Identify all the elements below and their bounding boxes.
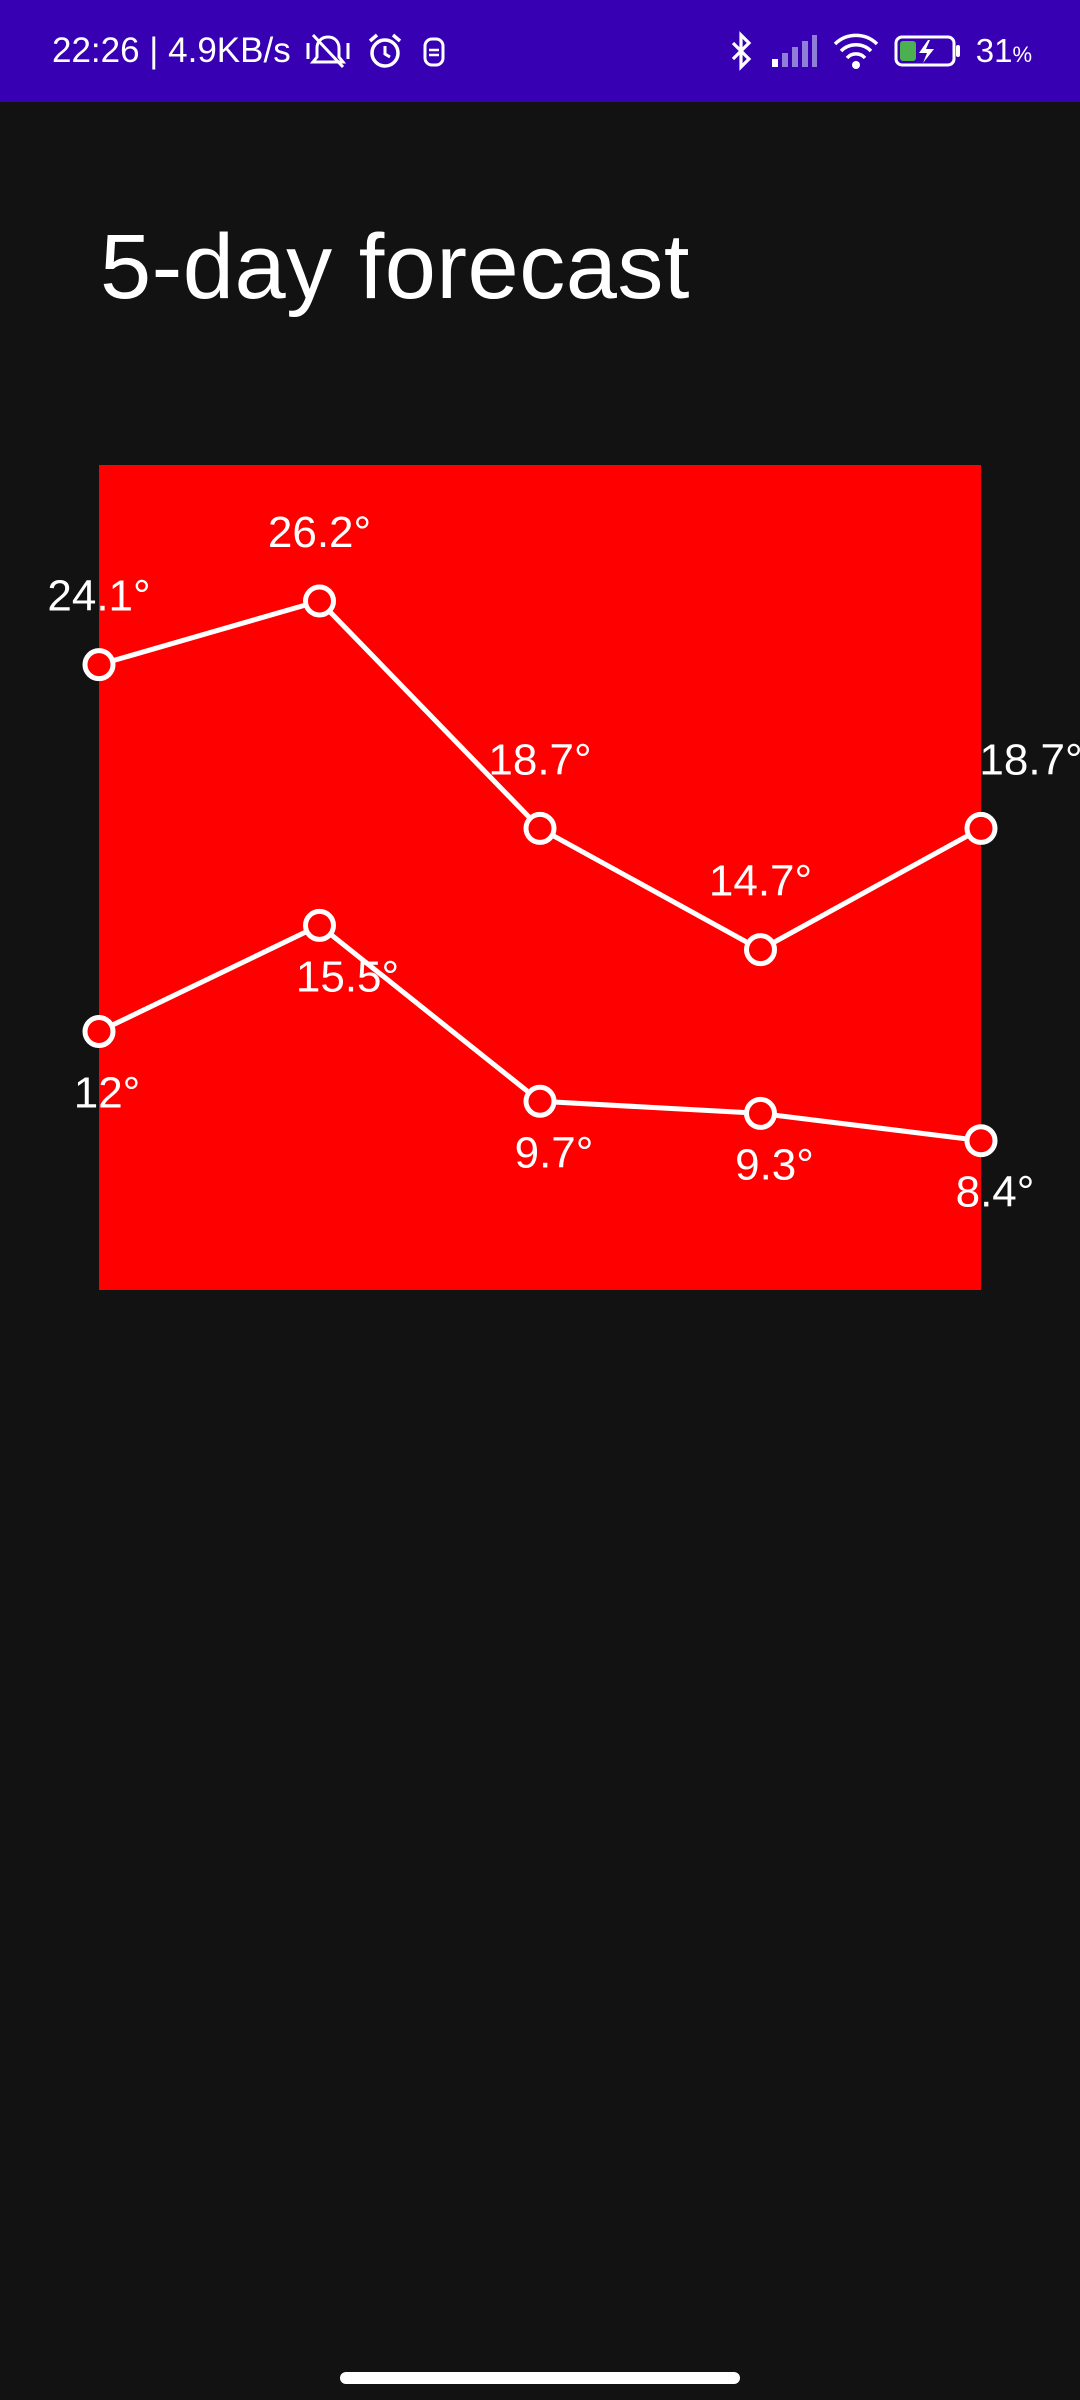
series-2-data-label-5: 8.4° xyxy=(956,1168,1035,1217)
alarm-icon xyxy=(365,31,405,71)
series-2-point-5 xyxy=(964,1124,998,1158)
series-1-point-3 xyxy=(523,811,557,845)
battery-percentage: 31% xyxy=(976,32,1032,70)
battery-value: 31 xyxy=(975,32,1013,69)
series-2-point-2 xyxy=(303,908,336,942)
series-2-point-3 xyxy=(523,1084,557,1118)
series-1-point-4 xyxy=(744,933,777,967)
status-right: 31% xyxy=(726,31,1032,71)
series-2-data-label-1: 12° xyxy=(74,1069,141,1118)
wifi-icon xyxy=(832,32,880,70)
series-1-data-label-1: 24.1° xyxy=(47,572,150,621)
series-1-data-label-4: 14.7° xyxy=(709,857,812,906)
mute-vibrate-icon xyxy=(305,31,351,71)
series-1-point-5 xyxy=(964,811,998,845)
page-title: 5-day forecast xyxy=(100,216,690,318)
series-2-data-label-4: 9.3° xyxy=(735,1140,814,1189)
battery-charging-icon xyxy=(894,34,962,68)
status-time-speed: 22:26 | 4.9KB/s xyxy=(52,31,291,70)
series-2-data-label-3: 9.7° xyxy=(515,1128,594,1177)
series-2-point-4 xyxy=(744,1096,777,1130)
series-1-data-label-3: 18.7° xyxy=(488,735,591,784)
status-left: 22:26 | 4.9KB/s xyxy=(52,31,449,71)
battery-unit: % xyxy=(1012,42,1032,67)
status-bar: 22:26 | 4.9KB/s xyxy=(0,0,1080,102)
app-notification-icon xyxy=(419,33,449,69)
series-2-data-label-2: 15.5° xyxy=(296,952,399,1001)
series-1-data-label-5: 18.7° xyxy=(979,735,1080,784)
home-indicator[interactable] xyxy=(340,2372,740,2384)
series-1-data-label-2: 26.2° xyxy=(268,508,371,557)
chart-background xyxy=(99,465,981,1290)
series-1-point-1 xyxy=(82,648,116,682)
series-2-point-1 xyxy=(82,1015,116,1049)
series-1-point-2 xyxy=(303,584,336,618)
cellular-signal-icon xyxy=(770,33,818,69)
bluetooth-icon xyxy=(726,31,756,71)
